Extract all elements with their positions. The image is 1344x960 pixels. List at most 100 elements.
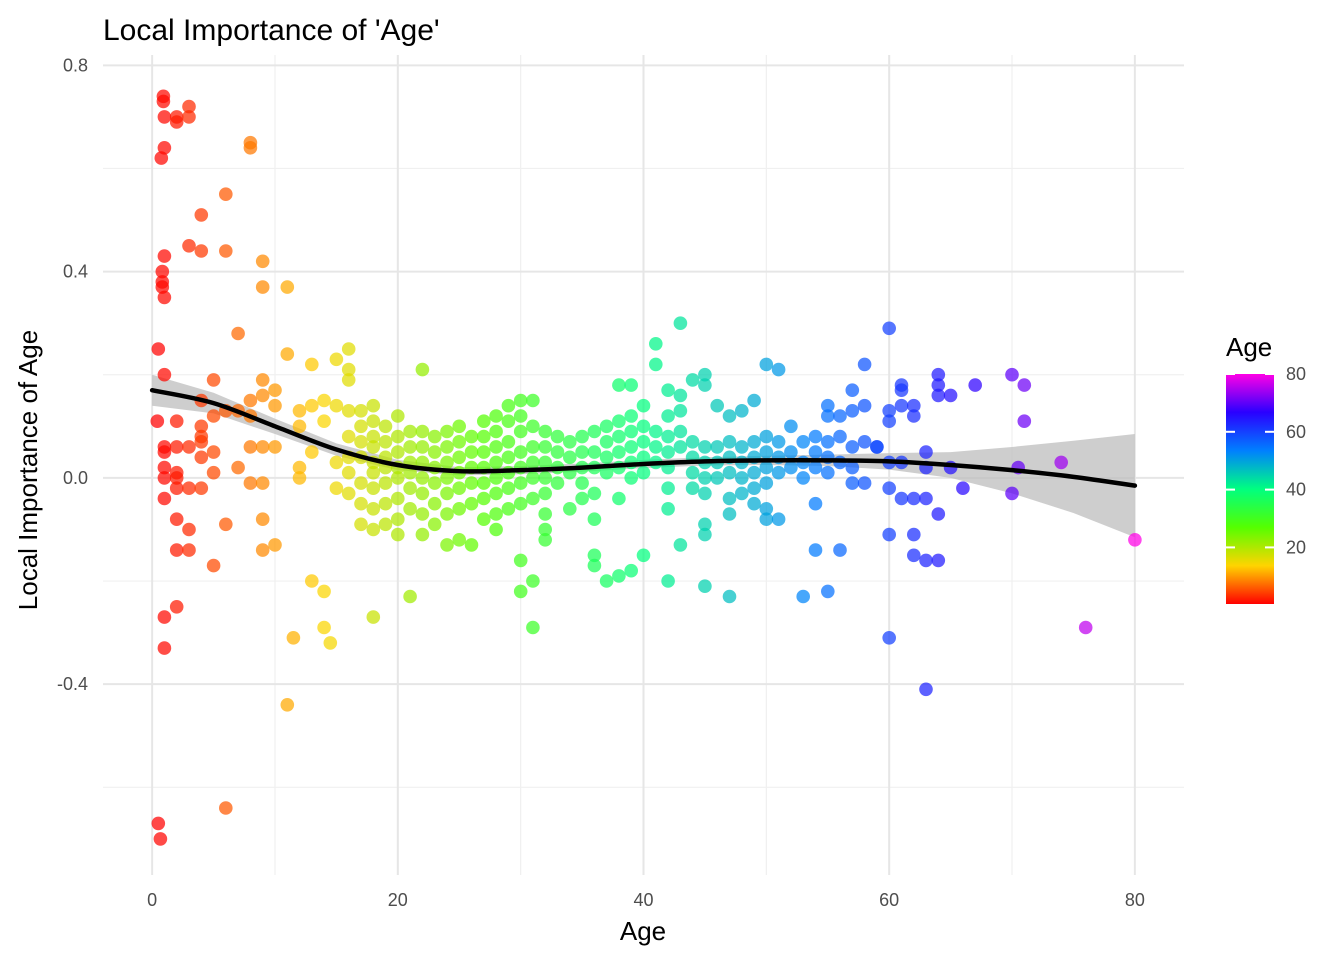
data-point xyxy=(182,481,196,496)
data-point xyxy=(280,347,295,361)
data-point xyxy=(722,409,737,423)
data-point xyxy=(587,512,602,526)
data-point xyxy=(157,491,172,506)
data-point xyxy=(538,522,552,537)
data-point xyxy=(550,429,565,444)
data-point xyxy=(882,404,896,418)
data-point xyxy=(538,533,552,547)
data-point xyxy=(735,404,749,418)
data-point xyxy=(612,429,626,444)
data-point xyxy=(415,440,430,454)
data-point xyxy=(169,471,184,485)
data-point xyxy=(219,517,233,532)
data-point xyxy=(931,388,946,403)
data-point xyxy=(526,455,540,470)
data-point xyxy=(169,512,184,526)
data-point xyxy=(157,367,172,382)
data-point xyxy=(501,502,516,516)
data-point xyxy=(931,553,946,568)
data-point xyxy=(808,429,823,444)
data-point xyxy=(624,471,638,485)
data-point xyxy=(169,543,184,557)
data-point xyxy=(698,486,712,501)
data-point xyxy=(919,553,933,568)
data-point xyxy=(489,522,503,537)
data-point xyxy=(157,445,172,459)
data-point xyxy=(722,491,737,506)
legend-tick-label: 80 xyxy=(1286,364,1306,384)
data-point xyxy=(759,460,774,475)
data-point xyxy=(1017,414,1032,429)
data-point xyxy=(661,409,675,423)
data-point xyxy=(415,471,430,485)
data-point xyxy=(599,419,614,434)
data-point xyxy=(323,636,338,650)
data-point xyxy=(821,584,835,599)
data-point xyxy=(882,631,896,645)
data-point xyxy=(255,254,270,269)
data-point xyxy=(403,440,417,454)
data-point xyxy=(286,631,301,645)
data-point xyxy=(464,496,479,511)
data-point xyxy=(477,491,491,506)
data-point xyxy=(292,471,307,485)
data-point xyxy=(538,424,552,439)
data-point xyxy=(182,440,196,454)
data-point xyxy=(440,507,454,521)
data-point xyxy=(452,450,467,465)
data-point xyxy=(698,440,712,454)
data-point xyxy=(747,393,761,408)
legend-tick-label: 40 xyxy=(1286,480,1306,500)
data-point xyxy=(821,465,835,480)
data-point xyxy=(280,280,295,294)
data-point xyxy=(747,465,761,480)
data-point xyxy=(366,465,381,480)
data-point xyxy=(151,816,166,831)
data-point xyxy=(378,496,393,511)
data-point xyxy=(366,398,381,413)
data-point xyxy=(845,383,860,398)
data-point xyxy=(305,357,319,372)
data-point xyxy=(415,527,430,542)
data-point xyxy=(440,538,454,552)
data-point xyxy=(169,600,184,614)
data-point xyxy=(391,512,405,526)
data-point xyxy=(698,517,712,532)
data-point xyxy=(378,517,393,532)
legend-tick-label: 20 xyxy=(1286,537,1306,557)
data-point xyxy=(157,610,172,624)
data-point xyxy=(661,574,675,588)
data-point xyxy=(489,507,503,521)
data-point xyxy=(477,414,491,429)
data-point xyxy=(169,115,184,129)
data-point xyxy=(575,429,589,444)
data-point xyxy=(243,393,258,408)
data-point xyxy=(378,435,393,449)
data-point xyxy=(587,445,602,459)
data-point xyxy=(685,435,700,449)
chart-title: Local Importance of 'Age' xyxy=(103,14,440,47)
data-point xyxy=(526,574,540,588)
legend-tick-label: 60 xyxy=(1286,422,1306,442)
data-point xyxy=(513,445,528,459)
data-point xyxy=(255,388,270,403)
data-point xyxy=(624,563,638,578)
data-point xyxy=(464,538,479,552)
data-point xyxy=(292,404,307,418)
data-point xyxy=(155,264,170,279)
data-point xyxy=(1054,455,1068,470)
data-point xyxy=(415,362,430,377)
data-point xyxy=(182,239,196,253)
data-point xyxy=(747,435,761,449)
data-point xyxy=(563,435,577,449)
data-point xyxy=(464,429,479,444)
data-point xyxy=(722,435,737,449)
data-point xyxy=(919,682,933,697)
data-point xyxy=(698,367,712,382)
data-point xyxy=(784,460,798,475)
data-point xyxy=(796,471,810,485)
data-point xyxy=(649,357,663,372)
data-point xyxy=(182,110,196,124)
data-point xyxy=(268,538,282,552)
